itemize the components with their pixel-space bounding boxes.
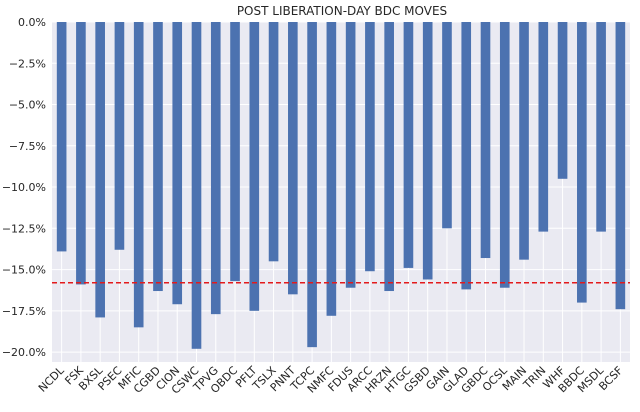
- y-tick-label: 0.0%: [18, 16, 46, 29]
- bar-psec: [114, 22, 125, 250]
- y-tick-label: −12.5%: [2, 222, 46, 235]
- bar-gain: [442, 22, 452, 229]
- y-axis-ticks: 0.0% −2.5% −5.0% −7.5% −10.0% −12.5% −15.0% −17…: [2, 16, 46, 359]
- bar-tslx: [268, 22, 279, 262]
- bar-bcsf: [615, 22, 626, 310]
- bar-gbdc: [480, 22, 491, 259]
- bar-cion: [172, 22, 183, 305]
- y-tick-label: −5.0%: [9, 99, 46, 112]
- bar-bxsl: [95, 22, 105, 318]
- bar-ncdl: [56, 22, 67, 252]
- bar-nmfc: [326, 22, 337, 316]
- bar-msdl: [596, 22, 606, 232]
- x-axis-ticks: NCDLFSKBXSLPSECMFICCGBDCIONCSWCTPVGOBDCP…: [36, 363, 626, 396]
- bar-pnnt: [288, 22, 298, 295]
- bar-tpvg: [210, 22, 221, 315]
- y-tick-label: −2.5%: [9, 57, 46, 70]
- y-tick-label: −20.0%: [2, 346, 46, 359]
- bar-tcpc: [307, 22, 317, 348]
- chart-title: POST LIBERATION-DAY BDC MOVES: [237, 4, 447, 18]
- y-tick-label: −17.5%: [2, 305, 46, 318]
- bar-mfic: [133, 22, 144, 328]
- bar-cgbd: [153, 22, 163, 292]
- bar-hrzn: [384, 22, 394, 292]
- bar-obdc: [230, 22, 240, 282]
- bar-fsk: [76, 22, 86, 285]
- y-tick-label: −15.0%: [2, 264, 46, 277]
- bar-fdus: [345, 22, 356, 288]
- bar-pflt: [249, 22, 260, 311]
- bar-whf: [557, 22, 568, 179]
- bar-htgc: [403, 22, 414, 268]
- bar-bbdc: [577, 22, 587, 303]
- bar-gsbd: [422, 22, 433, 280]
- bar-glad: [461, 22, 472, 290]
- bar-cswc: [191, 22, 202, 349]
- bar-ocsl: [499, 22, 510, 288]
- bar-arcc: [365, 22, 375, 272]
- plot-background: [52, 22, 630, 362]
- y-tick-label: −7.5%: [9, 140, 46, 153]
- bar-main: [519, 22, 529, 260]
- y-tick-label: −10.0%: [2, 181, 46, 194]
- bars: [56, 22, 626, 349]
- bar-trin: [538, 22, 549, 232]
